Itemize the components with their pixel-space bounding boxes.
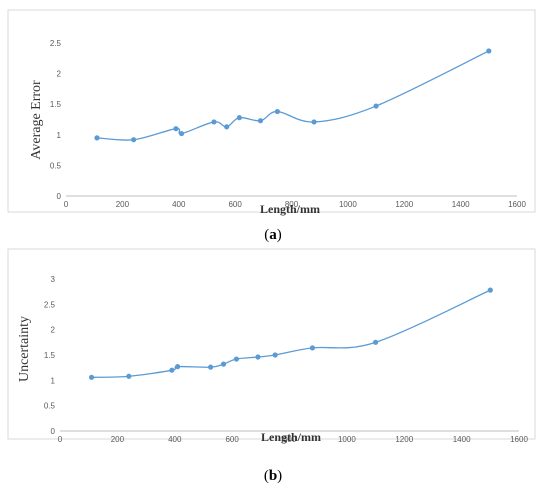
panel-caption: (b) [264, 468, 282, 484]
x-tick-label: 1400 [452, 200, 470, 209]
y-tick-label: 2.5 [44, 300, 56, 309]
chart-a-svg: 0 0.5 1 1.5 2 2.5 0 200 400 600 800 1000 1200 1400 160… [7, 9, 536, 243]
x-tick-label: 200 [111, 435, 125, 444]
y-tick-label: 0 [51, 427, 56, 436]
data-point [94, 135, 100, 141]
data-point [372, 339, 379, 345]
caption-letter: a [269, 227, 277, 243]
x-tick-label: 600 [225, 435, 239, 444]
data-point [311, 119, 317, 125]
data-point [224, 124, 230, 130]
data-point [211, 119, 217, 125]
y-tick-label: 1 [57, 131, 62, 140]
x-tick-label: 400 [168, 435, 182, 444]
y-tick-label: 3 [51, 275, 56, 284]
chart-panel-a: 0 0.5 1 1.5 2 2.5 0 200 400 600 800 1000 1200 1400 160… [7, 9, 536, 243]
data-point [233, 356, 240, 362]
y-axis-title: Uncertainty [17, 316, 32, 382]
x-tick-label: 600 [228, 200, 242, 209]
x-tick-label: 1000 [338, 435, 356, 444]
y-tick-label: 0.5 [50, 161, 62, 170]
x-tick-label: 1200 [395, 435, 413, 444]
x-tick-label: 1600 [510, 435, 528, 444]
x-tick-label: 0 [64, 200, 69, 209]
data-point [88, 374, 95, 380]
data-point [257, 118, 264, 124]
y-tick-label: 0.5 [44, 402, 56, 411]
data-point [486, 48, 492, 54]
x-tick-label: 0 [58, 435, 63, 444]
x-tick-label: 800 [285, 200, 299, 209]
y-tick-label: 2 [57, 70, 62, 79]
x-tick-label: 1200 [395, 200, 413, 209]
x-tick-label: 200 [116, 200, 130, 209]
data-point [169, 367, 175, 373]
y-tick-label: 1.5 [44, 351, 56, 360]
caption-open-paren: ( [264, 468, 269, 484]
y-tick-label: 1.5 [50, 100, 62, 109]
x-tick-label: 1000 [339, 200, 357, 209]
chart-panel-b: 0 0.5 1 1.5 2 2.5 3 0 200 400 600 800 1000 1200 1400 16… [0, 246, 550, 489]
chart-b-svg: 0 0.5 1 1.5 2 2.5 3 0 200 400 600 800 1000 1200 1400 16… [7, 248, 536, 484]
caption-close-paren: ) [277, 227, 282, 243]
data-point [208, 364, 214, 370]
caption-letter: b [269, 468, 277, 484]
data-point [220, 361, 227, 367]
x-tick-label: 800 [283, 435, 297, 444]
data-point [131, 137, 137, 143]
y-axis-title: Average Error [29, 80, 44, 160]
chart-frame [7, 248, 536, 440]
y-tick-label: 0 [57, 192, 62, 201]
panel-caption: (a) [264, 227, 282, 243]
caption-close-paren: ) [277, 468, 282, 484]
data-point [236, 115, 242, 121]
y-tick-label: 2 [51, 326, 56, 335]
data-point [173, 126, 179, 132]
x-tick-label: 400 [172, 200, 186, 209]
data-point [309, 345, 316, 351]
data-point [178, 130, 185, 137]
data-point [255, 354, 261, 360]
x-axis-title: Length/mm [260, 202, 320, 216]
y-tick-label: 1 [51, 376, 56, 385]
x-axis-title: Length/mm [261, 430, 321, 444]
x-tick-label: 1400 [453, 435, 471, 444]
data-point [175, 364, 181, 370]
data-point [126, 373, 132, 379]
caption-open-paren: ( [264, 227, 269, 243]
data-point [487, 287, 493, 293]
chart-frame [7, 9, 536, 213]
data-point [373, 103, 379, 109]
x-tick-label: 1600 [508, 200, 526, 209]
y-tick-label: 2.5 [50, 39, 62, 48]
data-point [272, 352, 278, 358]
data-point [274, 108, 281, 115]
